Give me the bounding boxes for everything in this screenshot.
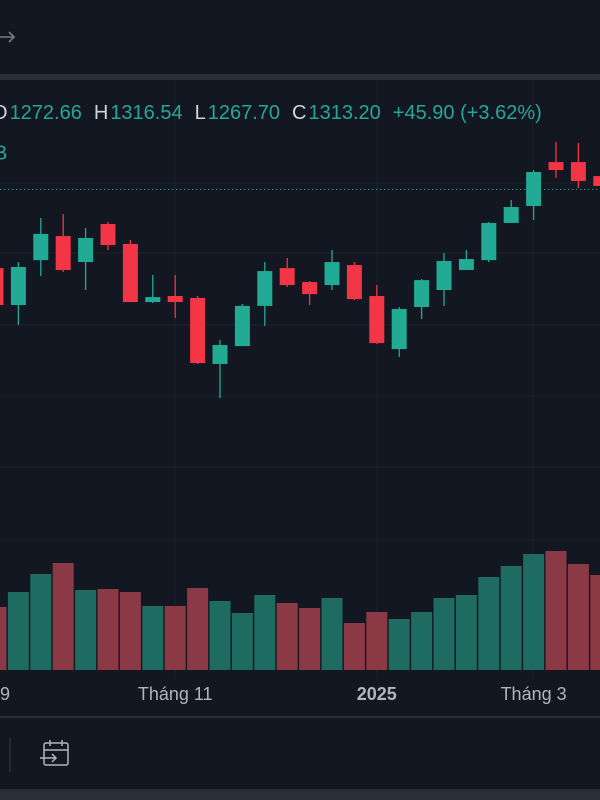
candle-body [324, 262, 340, 286]
candle-body [279, 268, 295, 286]
candle-body [346, 265, 362, 300]
volume-bar [254, 595, 276, 670]
volume-bar [75, 590, 97, 670]
volume-bar [142, 606, 164, 670]
candle-body [458, 259, 474, 271]
x-tick-label: Tháng 11 [138, 684, 213, 704]
candle-body [100, 224, 116, 246]
volume-bar [343, 623, 365, 670]
candle-body [122, 244, 138, 303]
change: +45.90 (+3.62%) [393, 102, 542, 124]
candle-body [302, 282, 318, 295]
candle-body [593, 176, 600, 186]
candle-body [548, 162, 564, 171]
volume-bar [411, 612, 433, 670]
volume-bar [366, 612, 388, 670]
candle-body [369, 296, 385, 344]
candle-body [481, 222, 497, 261]
ohlc-value: 1267.70 [208, 102, 280, 124]
ohlc-value: 1313.20 [308, 102, 380, 124]
volume-bar [523, 554, 545, 670]
candle-body [0, 268, 4, 306]
candle-body [503, 207, 519, 223]
volume-bar [30, 574, 52, 670]
candle-body [414, 280, 430, 307]
volume-bar [545, 551, 567, 670]
ohlc-key: C [292, 102, 306, 124]
volume-bar [321, 598, 343, 670]
candle-body [33, 233, 49, 261]
volume-bar [478, 577, 500, 670]
volume-bar [187, 588, 209, 670]
volume-bar [119, 592, 141, 670]
ohlc-value: 1316.54 [110, 102, 182, 124]
volume-bar [52, 563, 74, 670]
volume-bar [433, 598, 455, 670]
candle-body [145, 297, 161, 303]
axis-separator [0, 716, 600, 718]
volume-bar [7, 592, 29, 670]
volume-pane [0, 551, 600, 670]
ohlc-value: 1272.66 [10, 102, 82, 124]
candle-body [391, 308, 407, 350]
volume-bar [299, 608, 321, 670]
volume-bar [97, 589, 119, 670]
candle-body [190, 297, 206, 364]
volume-bar [231, 613, 253, 670]
candle-body [257, 271, 273, 306]
x-tick-label: 9 [0, 684, 10, 704]
ohlc-key: H [94, 102, 108, 124]
candle-body [212, 345, 228, 364]
volume-bar [567, 564, 589, 670]
volume-bar [455, 595, 477, 670]
candle-body [570, 162, 586, 182]
volume-bar [276, 603, 298, 670]
volume-bar [388, 619, 410, 670]
volume-bar [0, 607, 7, 670]
candle-body [55, 236, 71, 271]
ohlc-key: O [0, 102, 8, 124]
candle-body [167, 296, 183, 303]
candle-body [78, 237, 94, 263]
date-range-icon[interactable] [40, 740, 69, 766]
x-tick-label: Tháng 3 [501, 684, 567, 704]
ohlc-key: L [195, 102, 206, 124]
volume-bar [500, 566, 522, 670]
candle-body [436, 260, 452, 291]
bottom-edge [0, 789, 600, 800]
toolbar-separator [0, 74, 600, 80]
candle-body [10, 267, 26, 306]
price-pane [0, 142, 600, 399]
volume-bar [209, 601, 231, 670]
x-tick-label: 2025 [357, 684, 397, 704]
volume-bar [590, 575, 600, 670]
arrow-icon[interactable] [0, 31, 16, 43]
sub-label: B [0, 142, 7, 164]
volume-bar [164, 606, 186, 670]
candle-body [234, 305, 250, 347]
candle-body [526, 172, 542, 206]
